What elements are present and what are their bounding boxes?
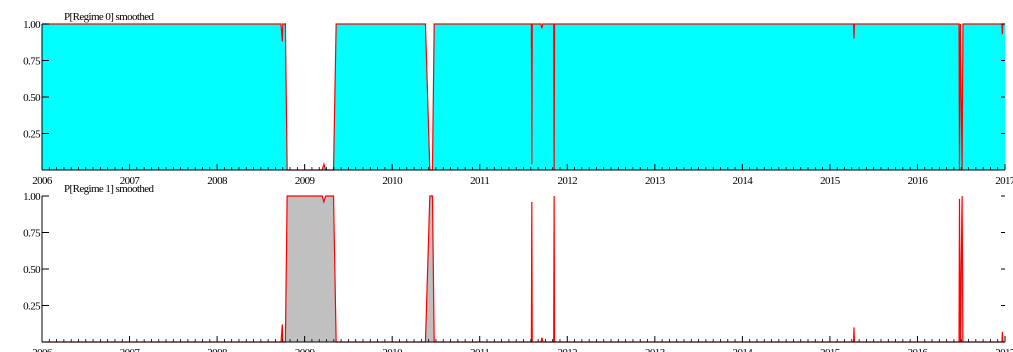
y-tick-label: 1.00: [23, 191, 41, 203]
x-tick-label: 2006: [32, 347, 53, 352]
panel-title: P[Regime 1] smoothed: [64, 183, 155, 195]
y-tick-label: 0.75: [23, 56, 41, 68]
panel-title: P[Regime 0] smoothed: [64, 11, 155, 23]
chart-panel-0: 0.25 0.50 0.75 1.00 2006 2007 2008 2009 2010 2011…: [23, 11, 1013, 187]
x-tick-label: 2007: [120, 175, 141, 187]
series-line: [42, 195, 1005, 343]
y-tick-label: 0.50: [23, 264, 41, 276]
x-tick-label: 2017: [995, 347, 1013, 352]
chart-panel-1: 0.25 0.50 0.75 1.00 2006 2007 2008 2009 2010 2011…: [23, 183, 1013, 352]
y-tick-label: 0.25: [23, 301, 41, 313]
x-tick-label: 2012: [557, 175, 577, 187]
x-tick-label: 2016: [908, 347, 929, 352]
x-tick-label: 2017: [995, 175, 1013, 187]
x-tick-label: 2013: [645, 175, 666, 187]
x-tick-label: 2009: [295, 347, 316, 352]
x-tick-label: 2014: [733, 347, 754, 352]
y-tick-label: 0.75: [23, 228, 41, 240]
x-tick-label: 2010: [382, 347, 403, 352]
x-tick-label: 2008: [207, 175, 228, 187]
x-tick-label: 2007: [120, 347, 141, 352]
x-tick-label: 2014: [733, 175, 754, 187]
y-tick-label: 0.25: [23, 129, 41, 141]
series-area: [42, 24, 1005, 170]
x-tick-label: 2012: [557, 347, 577, 352]
x-tick-label: 2008: [207, 347, 228, 352]
x-tick-label: 2011: [470, 347, 489, 352]
x-tick-label: 2015: [820, 347, 841, 352]
y-tick-label: 0.50: [23, 92, 41, 104]
x-tick-label: 2010: [382, 175, 403, 187]
series-area: [42, 196, 1005, 342]
x-tick-label: 2016: [908, 175, 929, 187]
x-tick-label: 2011: [470, 175, 489, 187]
x-tick-label: 2006: [32, 175, 53, 187]
x-tick-label: 2013: [645, 347, 666, 352]
x-tick-label: 2009: [295, 175, 316, 187]
y-tick-label: 1.00: [23, 19, 41, 31]
x-tick-label: 2015: [820, 175, 841, 187]
